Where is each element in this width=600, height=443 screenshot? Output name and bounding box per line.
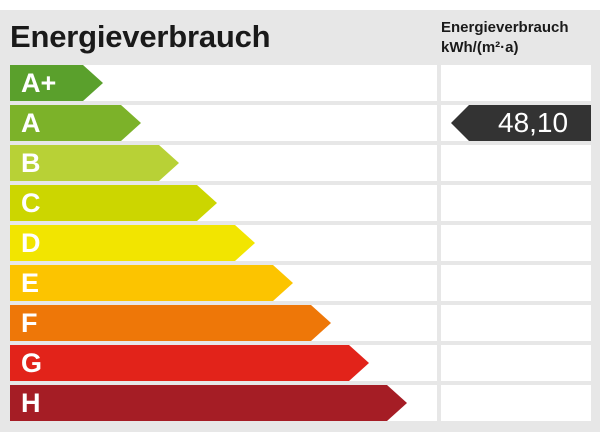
consumption-value: 48,10: [498, 107, 569, 138]
class-label: B: [21, 148, 41, 178]
value-cell: [441, 145, 591, 181]
label-title: Energieverbrauch: [10, 19, 271, 54]
class-arrow: [10, 145, 179, 181]
value-cell: [441, 225, 591, 261]
class-arrow-shape: [10, 265, 293, 301]
class-arrow: [10, 105, 141, 141]
class-arrow: [10, 185, 217, 221]
indicator-arrow: [451, 105, 591, 141]
class-arrow: [10, 265, 293, 301]
class-arrow-shape: [10, 305, 331, 341]
class-label: D: [21, 228, 41, 258]
value-cell: [441, 385, 591, 421]
class-arrow-shape: [10, 345, 369, 381]
value-cell: [441, 265, 591, 301]
class-label: C: [21, 188, 41, 218]
unit-header: Energieverbrauch kWh/(m²·a): [441, 18, 569, 58]
unit-header-line1: Energieverbrauch: [441, 19, 569, 36]
class-label: G: [21, 348, 43, 378]
value-cell: [441, 345, 591, 381]
unit-header-line2: kWh/(m²·a): [441, 39, 519, 56]
indicator-arrow-shape: [451, 105, 591, 141]
class-arrow-shape: [10, 65, 103, 101]
class-arrow: [10, 345, 369, 381]
class-arrow: [10, 385, 407, 421]
class-arrow: [10, 225, 255, 261]
class-arrow-shape: [10, 105, 141, 141]
class-arrow-shape: [10, 145, 179, 181]
class-label: A+: [21, 68, 57, 98]
class-arrow-shape: [10, 185, 217, 221]
value-cell: [441, 185, 591, 221]
class-label: A: [21, 108, 41, 138]
class-label: F: [21, 308, 38, 338]
value-cell: [441, 65, 591, 101]
value-cell: [441, 305, 591, 341]
class-arrow: [10, 65, 103, 101]
class-arrow: [10, 305, 331, 341]
energy-label: Energieverbrauch Energieverbrauch kWh/(m…: [0, 10, 600, 432]
class-label: E: [21, 268, 40, 298]
class-arrow-shape: [10, 225, 255, 261]
class-arrow-shape: [10, 385, 407, 421]
class-label: H: [21, 388, 41, 418]
